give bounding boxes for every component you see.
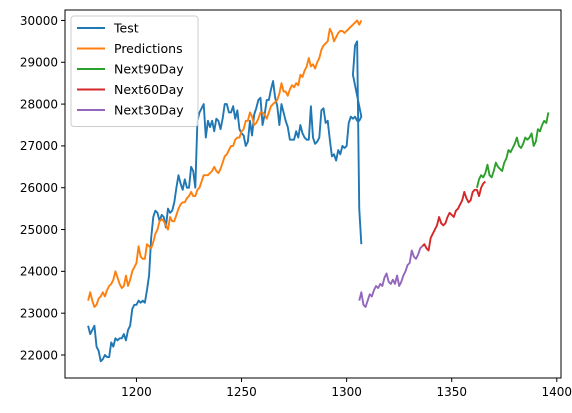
legend-item-test: Test [77,21,139,36]
series-line-next30day [358,245,423,308]
series-line-predictions [87,19,363,308]
y-tick-label: 25000 [20,223,58,237]
series-layer [87,19,550,363]
legend-label: Predictions [114,41,183,56]
y-tick-label: 28000 [20,97,58,111]
x-tick-label: 1400 [542,385,572,399]
y-tick-label: 23000 [20,306,58,320]
axes-spines [64,9,562,379]
plot-frame [64,9,562,379]
series-line-next90day [476,112,550,188]
legend-label: Next90Day [114,62,184,77]
x-tick-label: 1300 [331,385,362,399]
legend-item-predictions: Predictions [77,41,183,56]
series-predictions [87,19,363,308]
series-next90day [476,112,550,188]
y-tick-label: 26000 [20,181,58,195]
legend: Test Predictions Next90Day Next60Day Next30D… [70,15,199,127]
legend-label: Next30Day [114,103,184,118]
legend-item-next60day: Next60Day [77,82,184,97]
x-tick-label: 1350 [436,385,467,399]
y-axis-ticks: 22000 23000 24000 25000 26000 27000 28000 29000… [20,14,65,362]
series-test [87,40,363,363]
series-line-next60day [421,180,487,252]
x-tick-label: 1200 [121,385,152,399]
x-axis-ticks: 1200 1250 1300 1350 1400 [121,378,572,399]
legend-item-next30day: Next30Day [77,103,184,118]
series-next60day [421,180,487,252]
legend-item-next90day: Next90Day [77,62,184,77]
y-tick-label: 29000 [20,56,58,70]
series-next30day [358,245,423,308]
y-tick-label: 22000 [20,348,58,362]
y-tick-label: 24000 [20,265,58,279]
legend-frame [70,15,199,127]
x-tick-label: 1250 [226,385,257,399]
y-tick-label: 27000 [20,139,58,153]
y-tick-label: 30000 [20,14,58,28]
legend-label: Test [113,21,139,36]
series-line-test [87,40,363,363]
legend-label: Next60Day [114,82,184,97]
